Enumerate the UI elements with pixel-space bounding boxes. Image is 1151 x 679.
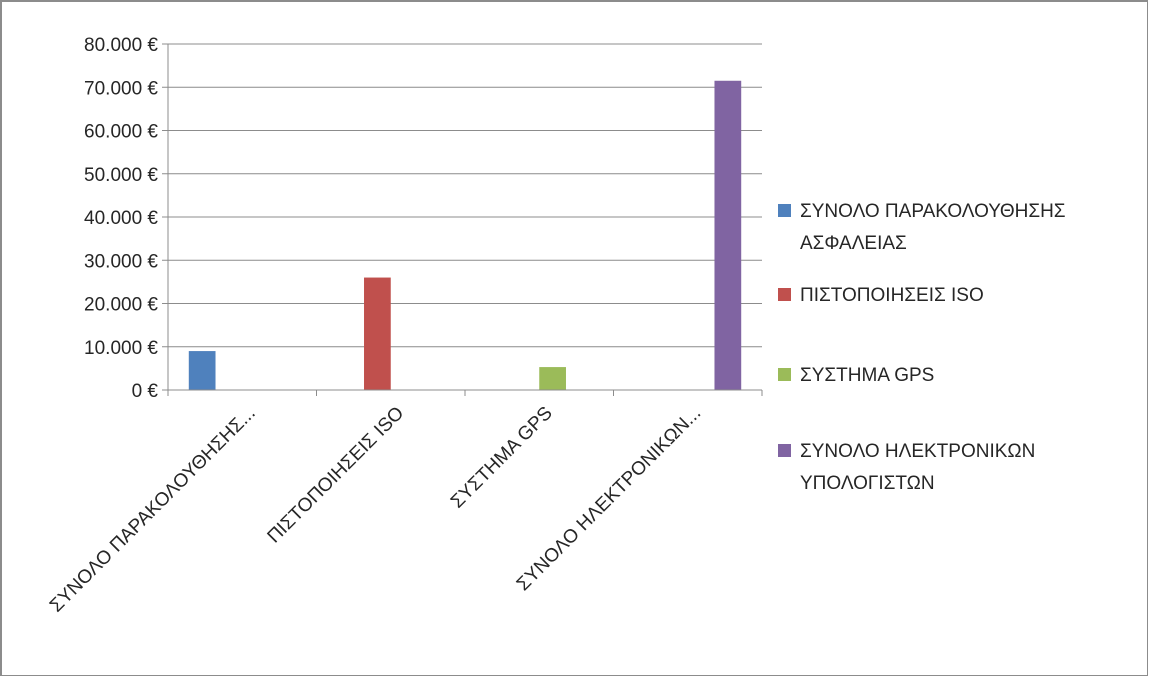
bar-3 (539, 367, 566, 390)
legend-label: ΠΙΣΤΟΠΟΙΗΣΕΙΣ ISO (800, 285, 984, 306)
legend-item: ΠΙΣΤΟΠΟΙΗΣΕΙΣ ISO (778, 285, 984, 306)
legend-item: ΣΥΝΟΛΟ ΠΑΡΑΚΟΛΟΥΘΗΣΗΣ ΑΣΦΑΛΕΙΑΣ (778, 201, 1066, 254)
x-axis-tick-labels: ΣΥΝΟΛΟ ΠΑΡΑΚΟΛΟΥΘΗΣΗΣ... ΠΙΣΤΟΠΟΙΗΣΕΙΣ IS… (46, 403, 705, 617)
axes (162, 43, 763, 396)
legend-item: ΣΥΝΟΛΟ ΗΛΕΚΤΡΟΝΙΚΩΝ ΥΠΟΛΟΓΙΣΤΩΝ (778, 441, 1035, 494)
legend-label: ΑΣΦΑΛΕΙΑΣ (800, 233, 907, 254)
y-tick-label: 70.000 € (84, 78, 158, 99)
y-tick-label: 30.000 € (84, 251, 158, 272)
legend-label: ΣΥΣΤΗΜΑ GPS (800, 365, 934, 386)
legend-swatch (778, 368, 791, 381)
bar-1 (188, 351, 216, 390)
bars (188, 80, 742, 390)
legend: ΣΥΝΟΛΟ ΠΑΡΑΚΟΛΟΥΘΗΣΗΣ ΑΣΦΑΛΕΙΑΣ ΠΙΣΤΟΠΟΙΗΣ… (778, 201, 1066, 494)
y-tick-label: 10.000 € (84, 338, 158, 359)
legend-label: ΣΥΝΟΛΟ ΗΛΕΚΤΡΟΝΙΚΩΝ (800, 441, 1035, 462)
x-tick-label: ΣΥΣΤΗΜΑ GPS (447, 403, 557, 513)
y-tick-label: 20.000 € (84, 295, 158, 316)
y-tick-label: 60.000 € (84, 122, 158, 143)
bar-2 (364, 277, 391, 390)
y-tick-label: 50.000 € (84, 165, 158, 186)
gridlines (168, 43, 762, 348)
legend-item: ΣΥΣΤΗΜΑ GPS (778, 365, 934, 386)
x-tick-label: ΣΥΝΟΛΟ ΠΑΡΑΚΟΛΟΥΘΗΣΗΣ... (46, 403, 260, 617)
y-tick-label: 0 € (132, 381, 159, 402)
y-tick-label: 80.000 € (84, 35, 158, 56)
x-tick-label: ΠΙΣΤΟΠΟΙΗΣΕΙΣ ISO (264, 403, 409, 548)
bar-4 (714, 80, 742, 390)
legend-swatch (778, 444, 791, 457)
legend-label: ΣΥΝΟΛΟ ΠΑΡΑΚΟΛΟΥΘΗΣΗΣ (800, 201, 1066, 222)
legend-label: ΥΠΟΛΟΓΙΣΤΩΝ (800, 473, 935, 494)
legend-swatch (778, 204, 791, 217)
y-tick-label: 40.000 € (84, 208, 158, 229)
legend-swatch (778, 288, 791, 301)
y-axis-tick-labels: 0 € 10.000 € 20.000 € 30.000 € 40.000 € 50.00… (84, 35, 158, 402)
